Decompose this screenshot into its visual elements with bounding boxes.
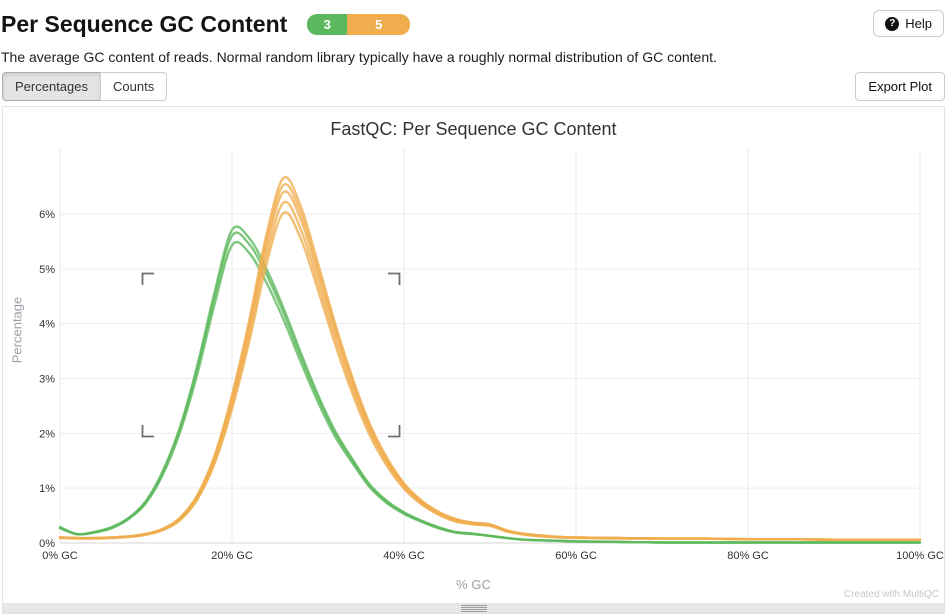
grip-lines-icon xyxy=(460,604,487,612)
series-green_sample_1 xyxy=(58,231,922,544)
counts-toggle-button[interactable]: Counts xyxy=(100,72,168,101)
plot-wrapper: FastQC: Per Sequence GC Content 0% 1% 2% 3%… xyxy=(2,106,945,614)
crop-corner-top-right-icon xyxy=(388,271,402,285)
crop-corner-top-left-icon xyxy=(140,271,154,285)
svg-text:6%: 6% xyxy=(39,209,55,221)
svg-text:20% GC: 20% GC xyxy=(211,550,253,562)
help-button[interactable]: ? Help xyxy=(873,10,944,37)
chart-title: FastQC: Per Sequence GC Content xyxy=(330,119,617,139)
page-title: Per Sequence GC Content xyxy=(1,11,288,37)
series-green_sample_3 xyxy=(58,225,922,544)
series-orange_sample_5 xyxy=(58,175,922,541)
svg-text:100% GC: 100% GC xyxy=(896,550,944,562)
svg-text:80% GC: 80% GC xyxy=(727,550,769,562)
svg-text:1%: 1% xyxy=(39,483,55,495)
plot-mode-switch: Percentages Counts xyxy=(2,72,168,101)
warn-count-badge: 5 xyxy=(347,13,411,35)
help-button-label: Help xyxy=(905,16,932,31)
series-orange_sample_2 xyxy=(58,200,922,541)
x-axis-title: % GC xyxy=(456,577,491,592)
series-orange_sample_1 xyxy=(58,211,922,541)
section-description: The average GC content of reads. Normal … xyxy=(1,49,717,65)
export-plot-button[interactable]: Export Plot xyxy=(855,72,945,101)
section-header: Per Sequence GC Content 3 5 xyxy=(1,10,411,38)
svg-text:0% GC: 0% GC xyxy=(42,550,78,562)
svg-text:4%: 4% xyxy=(39,319,55,331)
series-orange_sample_4 xyxy=(58,183,922,541)
percentages-toggle-button[interactable]: Percentages xyxy=(2,72,101,101)
crop-corner-bottom-right-icon xyxy=(388,425,402,439)
series-orange_sample_3 xyxy=(58,190,922,541)
svg-text:60% GC: 60% GC xyxy=(555,550,597,562)
svg-text:3%: 3% xyxy=(39,374,55,386)
y-axis-title: Percentage xyxy=(9,296,25,364)
pass-count-badge: 3 xyxy=(307,13,348,35)
svg-text:2%: 2% xyxy=(39,428,55,440)
plot-resize-handle[interactable] xyxy=(3,603,944,613)
svg-text:40% GC: 40% GC xyxy=(383,550,425,562)
status-count-bar: 3 5 xyxy=(307,13,411,35)
svg-text:5%: 5% xyxy=(39,264,55,276)
svg-text:0%: 0% xyxy=(39,538,55,550)
question-circle-icon: ? xyxy=(885,16,900,31)
crop-corner-bottom-left-icon xyxy=(140,425,154,439)
gc-content-line-chart[interactable]: 0% 1% 2% 3% 4% 5% 6% 0% GC 20% GC 40% GC 60% GC 80%… xyxy=(3,143,944,601)
multiqc-credit: Created with MultiQC xyxy=(843,589,939,600)
